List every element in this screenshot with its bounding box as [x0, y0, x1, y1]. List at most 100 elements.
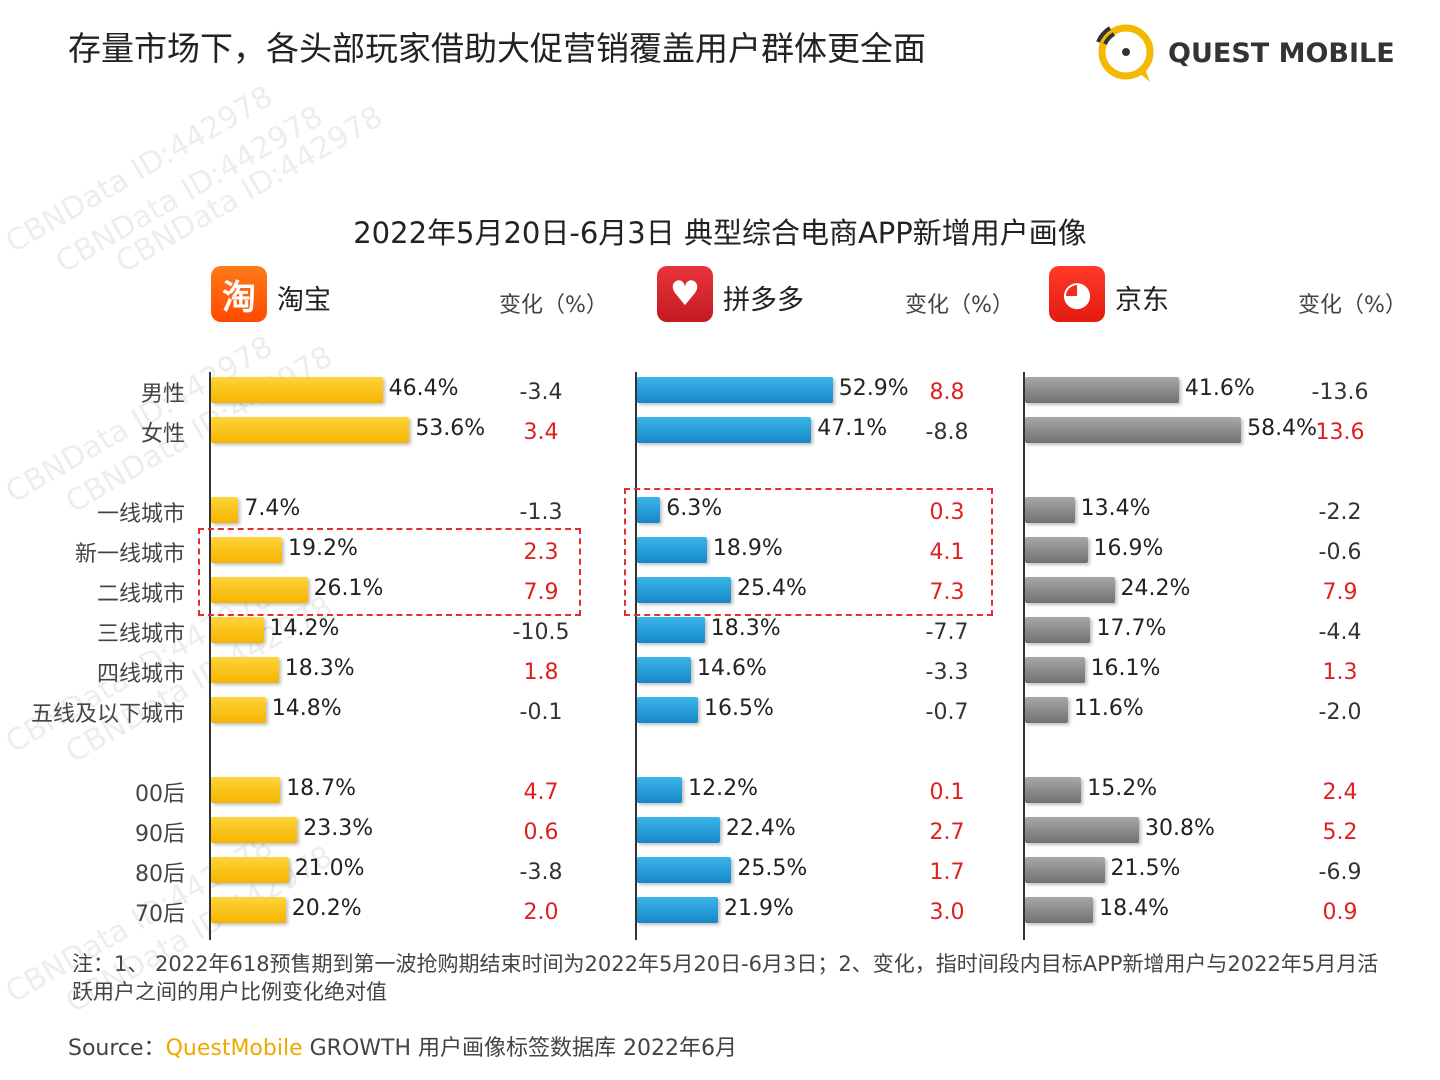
value-label: 6.3%: [666, 496, 723, 521]
bar: [637, 377, 833, 403]
change-label: 0.6: [523, 820, 559, 845]
bar: [211, 417, 410, 443]
value-label: 18.9%: [712, 536, 783, 561]
category-label: 70后: [135, 902, 185, 927]
bar: [211, 497, 239, 523]
change-label: -0.6: [1318, 540, 1362, 565]
change-label: 13.6: [1315, 420, 1365, 445]
category-label: 00后: [135, 782, 185, 807]
bar: [211, 697, 266, 723]
page-title: 存量市场下，各头部玩家借助大促营销覆盖用户群体更全面: [68, 29, 926, 68]
taobao-app-icon: 淘: [211, 266, 267, 322]
change-label: -6.9: [1318, 860, 1362, 885]
change-label: -0.1: [519, 700, 563, 725]
value-label: 41.6%: [1184, 376, 1255, 401]
value-label: 25.4%: [736, 576, 807, 601]
change-label: -8.8: [925, 420, 969, 445]
bar: [1025, 657, 1085, 683]
change-label: 1.8: [523, 660, 559, 685]
category-label: 四线城市: [96, 662, 185, 687]
bar: [1025, 777, 1082, 803]
value-label: 7.4%: [244, 496, 301, 521]
bar: [1025, 497, 1075, 523]
bar: [1025, 857, 1105, 883]
brand-name: 拼多多: [723, 285, 804, 316]
quest-mobile-logo-icon: [1096, 24, 1154, 82]
bar: [637, 817, 720, 843]
axis-line: [209, 372, 211, 940]
value-label: 21.5%: [1110, 856, 1181, 881]
quest-mobile-logo-text: QUEST MOBILE: [1168, 37, 1395, 69]
source-line: Source：QuestMobile GROWTH 用户画像标签数据库 2022…: [68, 1030, 737, 1062]
bar: [637, 857, 732, 883]
bar: [1025, 377, 1179, 403]
value-label: 46.4%: [388, 376, 459, 401]
change-label: -3.3: [925, 660, 969, 685]
change-label: 0.3: [929, 500, 965, 525]
bar: [637, 497, 661, 523]
value-label: 25.5%: [737, 856, 808, 881]
change-label: -3.4: [519, 380, 563, 405]
change-label: -1.3: [519, 500, 563, 525]
bar: [1025, 617, 1091, 643]
value-label: 14.8%: [271, 696, 342, 721]
highlight-box: [198, 528, 581, 616]
change-label: 7.9: [1322, 580, 1358, 605]
value-label: 16.5%: [704, 696, 774, 721]
change-header: 变化（%）: [499, 293, 608, 318]
change-label: -7.7: [925, 620, 969, 645]
change-label: 7.3: [929, 580, 965, 605]
change-label: -0.7: [925, 700, 969, 725]
source-rest: GROWTH 用户画像标签数据库 2022年6月: [302, 1036, 737, 1061]
bar: [211, 777, 281, 803]
bar: [211, 537, 283, 563]
change-label: -3.8: [519, 860, 563, 885]
change-label: 3.0: [929, 900, 965, 925]
bar: [637, 777, 683, 803]
bar: [1025, 897, 1094, 923]
change-label: 4.1: [929, 540, 965, 565]
value-label: 26.1%: [313, 576, 384, 601]
value-label: 19.2%: [288, 536, 358, 561]
category-label: 新一线城市: [74, 542, 185, 567]
category-label: 一线城市: [96, 502, 185, 527]
bar: [1025, 537, 1088, 563]
pinduoduo-app-icon: ♥: [657, 266, 713, 322]
source-prefix: Source：: [68, 1036, 166, 1061]
change-label: 2.0: [523, 900, 559, 925]
value-label: 15.2%: [1087, 776, 1158, 801]
change-label: 4.7: [523, 780, 559, 805]
value-label: 52.9%: [838, 376, 909, 401]
change-label: -10.5: [512, 620, 570, 645]
bar: [637, 577, 731, 603]
change-label: 8.8: [929, 380, 965, 405]
value-label: 18.3%: [710, 616, 781, 641]
jd-app-icon: ◕: [1049, 266, 1105, 322]
value-label: 18.4%: [1099, 896, 1169, 921]
chart-title: 2022年5月20日-6月3日 典型综合电商APP新增用户画像: [353, 216, 1087, 250]
bar: [211, 657, 279, 683]
bar: [1025, 697, 1068, 723]
bar: [1025, 417, 1242, 443]
change-label: 2.3: [523, 540, 559, 565]
value-label: 16.1%: [1090, 656, 1161, 681]
value-label: 17.7%: [1096, 616, 1167, 641]
change-header: 变化（%）: [1298, 293, 1407, 318]
change-header: 变化（%）: [905, 293, 1014, 318]
bar: [637, 617, 705, 643]
change-label: 2.7: [929, 820, 965, 845]
bar: [211, 857, 289, 883]
category-label: 90后: [135, 822, 185, 847]
bar: [1025, 577, 1115, 603]
bar: [637, 657, 692, 683]
value-label: 53.6%: [415, 416, 486, 441]
change-label: 1.3: [1322, 660, 1358, 685]
value-label: 12.2%: [688, 776, 759, 801]
value-label: 20.2%: [291, 896, 362, 921]
change-label: -2.2: [1318, 500, 1362, 525]
category-label: 男性: [140, 382, 185, 407]
category-label: 80后: [135, 862, 185, 887]
axis-line: [1023, 372, 1025, 940]
bar: [211, 897, 286, 923]
bar: [637, 897, 719, 923]
